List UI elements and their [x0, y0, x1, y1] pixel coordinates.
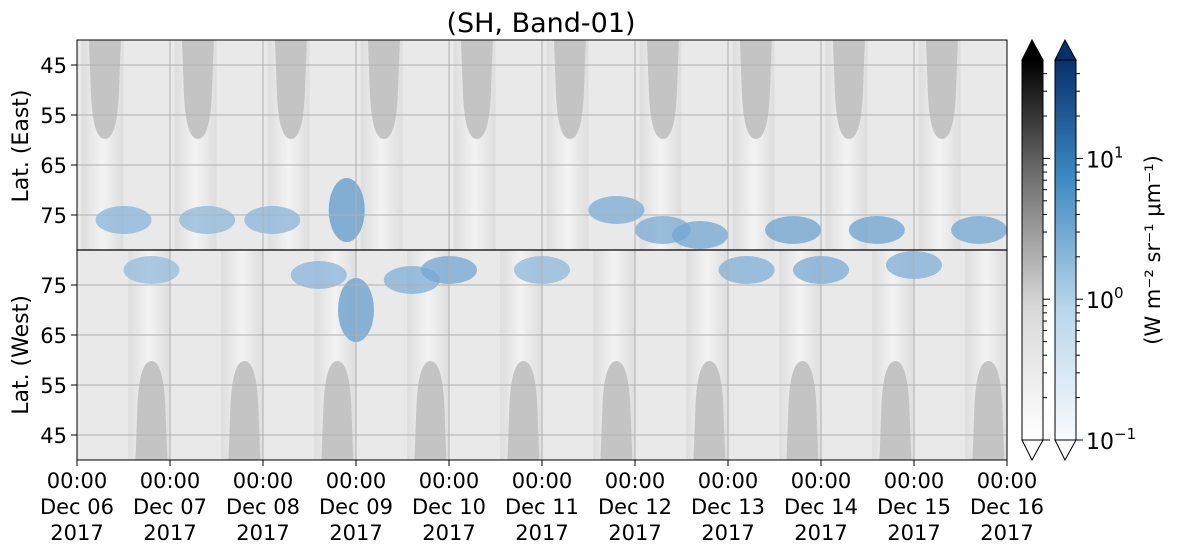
x-tick-label: 00:00 — [884, 469, 945, 493]
x-tick-label: Dec 10 — [412, 495, 486, 519]
x-tick-label: 2017 — [608, 521, 661, 545]
y-tick-label: 65 — [40, 324, 67, 348]
colorbar-tick-label: 101 — [1086, 143, 1124, 173]
x-tick-label: Dec 08 — [226, 495, 300, 519]
x-tick-label: 00:00 — [419, 469, 480, 493]
x-tick-label: 2017 — [794, 521, 847, 545]
x-tick-label: Dec 13 — [691, 495, 765, 519]
aurora-patch — [328, 178, 365, 242]
x-tick-label: 2017 — [887, 521, 940, 545]
y-tick-label: 45 — [40, 424, 67, 448]
x-tick-label: 00:00 — [326, 469, 387, 493]
y-tick-label: 75 — [40, 274, 67, 298]
y-label-west: Lat. (West) — [9, 295, 34, 415]
x-tick-label: Dec 12 — [598, 495, 672, 519]
x-tick-label: 00:00 — [698, 469, 759, 493]
aurora-features — [95, 178, 1007, 342]
x-tick-label: 2017 — [701, 521, 754, 545]
aurora-patch — [951, 216, 1007, 244]
aurora-patch — [672, 221, 729, 249]
x-tick-label: 00:00 — [977, 469, 1038, 493]
y-axis: 45 55 65 75 75 65 55 45 — [40, 54, 77, 448]
x-tick-label: 2017 — [980, 521, 1033, 545]
aurora-patch — [179, 206, 236, 234]
aurora-patch — [95, 206, 152, 234]
aurora-patch — [765, 216, 822, 244]
aurora-patch — [718, 256, 775, 284]
x-tick-label: 2017 — [143, 521, 196, 545]
x-tick-label: 00:00 — [791, 469, 852, 493]
aurora-patch — [290, 261, 347, 289]
colorbar-blues-body — [1054, 59, 1077, 441]
x-tick-label: Dec 11 — [505, 495, 579, 519]
colorbar-greys-min-extend — [1021, 439, 1044, 462]
y-label-east: Lat. (East) — [9, 90, 34, 203]
x-tick-label: 2017 — [236, 521, 289, 545]
aurora-patch — [244, 206, 301, 234]
x-tick-label: 00:00 — [47, 469, 108, 493]
y-tick-label: 45 — [40, 54, 67, 78]
colorbar-label: (W m⁻² sr⁻¹ μm⁻¹) — [1141, 155, 1165, 345]
x-tick-label: 00:00 — [605, 469, 666, 493]
colorbar-greys-max-extend — [1021, 38, 1044, 61]
x-tick-label: Dec 14 — [784, 495, 858, 519]
x-tick-label: 2017 — [422, 521, 475, 545]
x-tick-label: 00:00 — [233, 469, 294, 493]
colorbar-ticks: 10−1 100 101 — [1043, 73, 1136, 455]
colorbar-tick-label: 10−1 — [1086, 425, 1136, 455]
x-tick-label: Dec 06 — [40, 495, 114, 519]
x-tick-label: Dec 07 — [133, 495, 207, 519]
aurora-patch — [123, 256, 180, 284]
y-tick-label: 55 — [40, 374, 67, 398]
colorbar-greys-body — [1021, 59, 1044, 441]
colorbar-blues — [1054, 38, 1077, 462]
y-tick-label: 75 — [40, 204, 67, 228]
aurora-patch — [588, 196, 645, 224]
aurora-patch — [848, 216, 905, 244]
x-tick-label: 2017 — [515, 521, 568, 545]
x-tick-label: 00:00 — [512, 469, 573, 493]
x-tick-label: 00:00 — [140, 469, 201, 493]
colorbar-greys — [1021, 38, 1044, 462]
x-tick-label: Dec 09 — [319, 495, 393, 519]
y-tick-label: 55 — [40, 104, 67, 128]
colorbar-blues-max-extend — [1054, 38, 1077, 61]
x-tick-label: Dec 15 — [877, 495, 951, 519]
colorbar-tick-label: 100 — [1086, 284, 1124, 314]
y-tick-label: 65 — [40, 154, 67, 178]
x-tick-label: 2017 — [329, 521, 382, 545]
plot-area — [77, 40, 1007, 460]
colorbar-blues-min-extend — [1054, 439, 1077, 462]
x-tick-label: 2017 — [50, 521, 103, 545]
x-tick-label: Dec 16 — [970, 495, 1044, 519]
chart-title: (SH, Band-01) — [446, 8, 635, 39]
